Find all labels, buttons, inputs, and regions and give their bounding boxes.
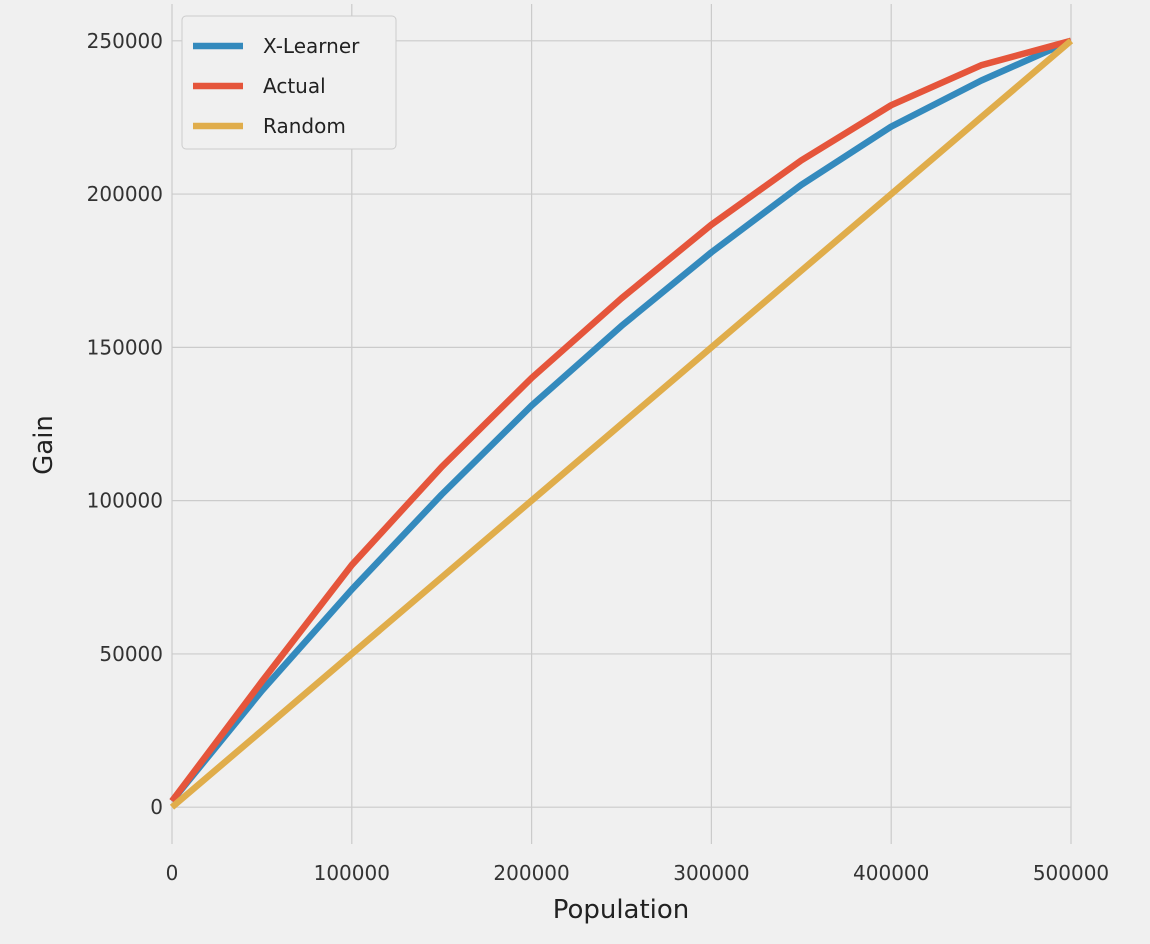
legend-label: Actual bbox=[263, 74, 326, 98]
x-tick-label: 200000 bbox=[493, 861, 569, 885]
y-tick-label: 200000 bbox=[87, 182, 163, 206]
legend-label: Random bbox=[263, 114, 346, 138]
series-line-actual bbox=[169, 37, 1072, 804]
x-tick-label: 300000 bbox=[673, 861, 749, 885]
x-axis-label: Population bbox=[553, 895, 690, 925]
y-tick-label: 50000 bbox=[99, 642, 163, 666]
y-tick-label: 0 bbox=[150, 795, 163, 819]
y-axis-label: Gain bbox=[29, 415, 59, 475]
x-tick-labels: 0 100000 200000 300000 400000 500000 bbox=[166, 861, 1110, 885]
series-line-random bbox=[169, 38, 1074, 810]
grid bbox=[171, 4, 1072, 844]
legend: X-Learner Actual Random bbox=[181, 15, 397, 150]
series-line-x-learner bbox=[169, 37, 1073, 804]
y-tick-label: 100000 bbox=[87, 489, 163, 513]
y-tick-label: 250000 bbox=[87, 29, 163, 53]
x-tick-label: 100000 bbox=[314, 861, 390, 885]
series-lines bbox=[169, 37, 1074, 810]
x-tick-label: 0 bbox=[166, 861, 179, 885]
x-tick-label: 500000 bbox=[1033, 861, 1109, 885]
y-tick-labels: 0 50000 100000 150000 200000 250000 bbox=[87, 29, 163, 819]
y-tick-label: 150000 bbox=[87, 335, 163, 359]
x-tick-label: 400000 bbox=[853, 861, 929, 885]
legend-label: X-Learner bbox=[263, 34, 360, 58]
